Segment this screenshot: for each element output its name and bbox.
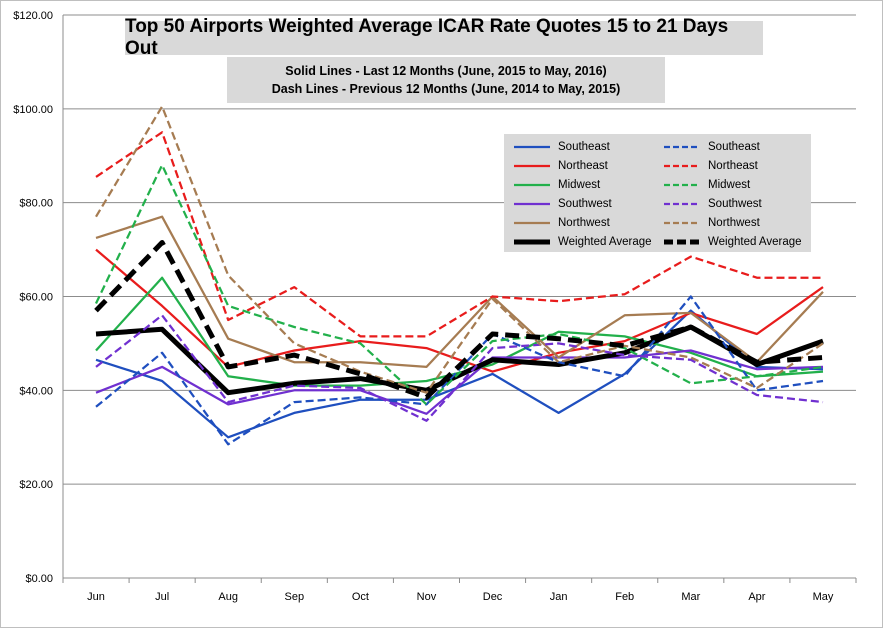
legend-swatch (514, 239, 550, 245)
y-tick-label: $80.00 (19, 198, 53, 210)
x-tick-label: Dec (483, 591, 503, 603)
x-tick-label: Jun (87, 591, 105, 603)
legend: Southeast Northeast Midwest Southwest Northw… (504, 134, 811, 252)
legend-item-solid-southwest: Southwest (514, 195, 612, 213)
legend-swatch (514, 164, 550, 168)
x-tick-label: Sep (285, 591, 305, 603)
x-tick-label: May (813, 591, 834, 603)
series-dash-weighted-average (94, 240, 824, 400)
legend-item-dash-northeast: Northeast (664, 157, 758, 175)
x-tick-label: Jan (550, 591, 568, 603)
x-tick-label: Oct (352, 591, 369, 603)
legend-item-dash-southeast: Southeast (664, 138, 760, 156)
legend-item-dash-midwest: Midwest (664, 176, 750, 194)
y-tick-label: $100.00 (13, 104, 53, 116)
legend-swatch (664, 145, 700, 149)
legend-label: Midwest (708, 179, 751, 191)
y-tick-label: $20.00 (19, 479, 53, 491)
legend-item-dash-northwest: Northwest (664, 214, 760, 232)
x-tick-label: Aug (218, 591, 238, 603)
y-tick-label: $40.00 (19, 385, 53, 397)
legend-label: Northwest (708, 217, 760, 229)
legend-swatch (514, 145, 550, 149)
legend-item-dash-weighted-average: Weighted Average (664, 233, 802, 251)
x-tick-label: Feb (615, 591, 634, 603)
legend-swatch (514, 202, 550, 206)
legend-swatch (664, 221, 700, 225)
x-tick-label: Apr (748, 591, 765, 603)
legend-label: Northeast (558, 160, 608, 172)
legend-swatch (664, 164, 700, 168)
x-tick-label: Jul (155, 591, 169, 603)
legend-swatch (514, 183, 550, 187)
legend-item-solid-midwest: Midwest (514, 176, 600, 194)
series-dash-southwest (95, 314, 824, 422)
chart-title: Top 50 Airports Weighted Average ICAR Ra… (125, 16, 729, 59)
legend-label: Southeast (558, 141, 610, 153)
series-solid-northeast (95, 248, 824, 373)
series-solid-northwest (95, 215, 824, 369)
legend-label: Northeast (708, 160, 758, 172)
legend-item-solid-weighted-average: Weighted Average (514, 233, 652, 251)
legend-label: Southwest (708, 198, 762, 210)
legend-item-solid-northeast: Northeast (514, 157, 608, 175)
legend-item-solid-northwest: Northwest (514, 214, 610, 232)
y-tick-label: $0.00 (25, 573, 53, 585)
legend-swatch (664, 202, 700, 206)
legend-label: Weighted Average (558, 236, 652, 248)
y-tick-label: $120.00 (13, 10, 53, 22)
y-tick-label: $60.00 (19, 292, 53, 304)
x-tick-label: Nov (417, 591, 437, 603)
x-tick-label: Mar (681, 591, 700, 603)
chart-subtitle-box: Solid Lines - Last 12 Months (June, 2015… (227, 57, 665, 103)
series-dash-midwest (94, 163, 824, 406)
legend-label: Southwest (558, 198, 612, 210)
legend-label: Northwest (558, 217, 610, 229)
legend-swatch (664, 183, 700, 187)
legend-label: Southeast (708, 141, 760, 153)
legend-swatch (514, 221, 550, 225)
series-dash-northwest (95, 105, 824, 394)
legend-label: Midwest (558, 179, 601, 191)
legend-item-solid-southeast: Southeast (514, 138, 610, 156)
legend-item-dash-southwest: Southwest (664, 195, 762, 213)
subtitle-line-dash: Dash Lines - Previous 12 Months (June, 2… (271, 82, 621, 96)
legend-label: Weighted Average (708, 236, 802, 248)
series-dash-southeast (95, 295, 824, 446)
series-dash-northeast (95, 131, 823, 338)
legend-swatch (664, 239, 700, 245)
subtitle-line-solid: Solid Lines - Last 12 Months (June, 2015… (285, 64, 607, 78)
chart-title-box: Top 50 Airports Weighted Average ICAR Ra… (125, 16, 763, 59)
